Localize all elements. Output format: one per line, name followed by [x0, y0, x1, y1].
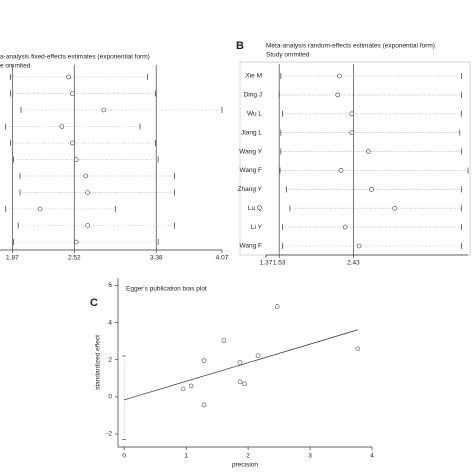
estimate-point [365, 149, 371, 154]
chart-title: Meta-analysis random-effects estimates (… [266, 43, 435, 50]
estimate-point [356, 243, 362, 249]
estimate-point [37, 206, 43, 212]
estimate-point [342, 224, 348, 230]
y-tick-label: 2 [108, 356, 112, 363]
estimate-point [70, 91, 75, 96]
estimate-point [73, 157, 79, 162]
category-label: Ding J [244, 92, 262, 99]
chart-subtitle: Study ommited [266, 52, 310, 59]
x-tick-label: 2.43 [347, 260, 360, 267]
category-label: Li Y [251, 224, 263, 231]
data-point [355, 346, 361, 352]
y-tick-label: 4 [108, 319, 112, 326]
category-label: Wang Y [239, 148, 262, 155]
x-tick-label: 2.52 [68, 255, 81, 262]
data-point [188, 383, 194, 389]
data-point [221, 338, 227, 343]
data-point [237, 379, 243, 385]
y-tick-label: 0 [108, 394, 112, 401]
estimate-point [73, 239, 79, 245]
estimate-point [335, 92, 341, 98]
panel-label: B [236, 40, 244, 52]
category-label: Jiang L [241, 129, 262, 136]
chart-title: Egger's publication bias plot [126, 286, 207, 293]
panel-label: C [90, 297, 98, 309]
estimate-point [66, 74, 71, 80]
data-point [255, 353, 261, 358]
estimate-point [101, 107, 107, 113]
category-label: Wang F [239, 243, 262, 250]
estimate-point [83, 173, 89, 179]
category-label: Wang F [239, 167, 262, 174]
data-point [237, 360, 243, 365]
x-tick-label: 0 [122, 453, 126, 460]
estimate-point [85, 223, 90, 228]
x-tick-label: 4 [370, 453, 374, 460]
estimate-point [349, 130, 355, 135]
category-label: Lu Q [248, 205, 262, 212]
data-point [242, 381, 247, 387]
estimate-point [70, 140, 75, 146]
data-point [180, 386, 186, 392]
y-tick-label: -2 [106, 431, 112, 438]
x-axis-label: precision [232, 462, 258, 469]
estimate-point [392, 205, 397, 211]
data-point [201, 358, 207, 363]
x-tick-label: 4.07 [216, 255, 229, 262]
category-label: Xie M [245, 73, 262, 80]
estimate-point [59, 124, 65, 129]
x-tick-label: 1.87 [6, 255, 19, 262]
data-point [274, 304, 280, 309]
x-tick-label: 1.37 [260, 260, 273, 267]
x-tick-label: 3.38 [150, 255, 163, 262]
x-tick-label: 1 [184, 453, 188, 460]
y-axis-label: standardized effect [95, 335, 102, 390]
chart-title: a-analysis fixed-effects estimates (expo… [0, 54, 150, 61]
estimate-point [349, 111, 355, 117]
x-tick-label: 3 [308, 453, 312, 460]
regression-line [124, 329, 358, 401]
data-point [201, 402, 207, 408]
estimate-point [85, 190, 90, 195]
x-tick-label: 2 [246, 453, 250, 460]
y-tick-label: 6 [108, 282, 112, 289]
x-tick-label: 1.53 [273, 260, 286, 267]
category-label: Zhang Y [238, 186, 263, 193]
estimate-point [338, 168, 344, 173]
chart-subtitle: e ommited [0, 63, 31, 70]
category-label: Wu L [247, 110, 262, 117]
estimate-point [337, 73, 342, 79]
estimate-point [369, 187, 374, 192]
